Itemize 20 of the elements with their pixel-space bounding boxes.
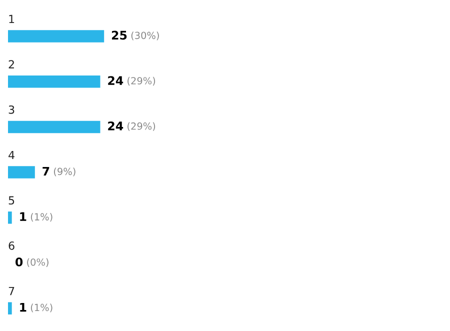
y-tick-label: 4 bbox=[8, 150, 14, 160]
bar bbox=[8, 120, 100, 134]
data-label: 7 (9%) bbox=[42, 166, 76, 176]
data-label: 0 (0%) bbox=[16, 257, 48, 267]
bar bbox=[8, 166, 35, 178]
y-tick-label: 3 bbox=[8, 105, 14, 114]
data-label: 24 (29%) bbox=[108, 76, 156, 86]
data-label: 1 (1%) bbox=[20, 212, 52, 222]
data-label: 24 (29%) bbox=[108, 121, 156, 131]
y-tick-label: 1 bbox=[9, 14, 14, 24]
y-tick-label: 7 bbox=[8, 286, 14, 296]
y-tick-label: 5 bbox=[8, 196, 14, 205]
bar bbox=[8, 75, 100, 88]
bar bbox=[8, 302, 12, 314]
bar bbox=[8, 212, 12, 224]
data-label: 25 (30%) bbox=[112, 30, 159, 40]
y-tick-label: 2 bbox=[8, 60, 14, 68]
bar bbox=[8, 30, 104, 42]
data-label: 1 (1%) bbox=[20, 302, 52, 312]
y-tick-label: 6 bbox=[8, 241, 14, 250]
